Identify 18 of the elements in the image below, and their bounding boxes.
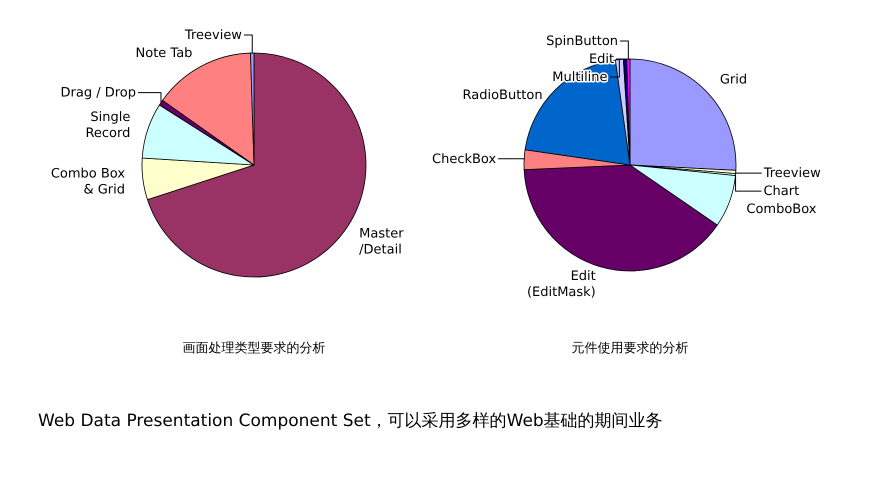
slice-label: ComboBox xyxy=(746,202,817,217)
slice-label: Chart xyxy=(763,184,800,199)
slice-label: Drag / Drop xyxy=(60,85,136,100)
slice-label: Edit xyxy=(588,52,614,67)
slice-label: Treeview xyxy=(184,28,242,43)
text: 元件使用要求的分析 xyxy=(572,341,688,356)
slice-label: Combo Box & Grid xyxy=(50,166,126,197)
slice-label: Treeview xyxy=(762,166,822,181)
slice-label: Note Tab xyxy=(136,46,192,61)
slice-label: Grid xyxy=(720,72,748,88)
slice-label: Master /Detail xyxy=(359,226,404,257)
slice-label: Edit (EditMask) xyxy=(526,268,596,300)
text: Web Data Presentation Component Set，可以采用多样的Web基础的期间业务 xyxy=(38,411,663,431)
slice-label: RadioButton xyxy=(462,88,543,103)
slice-label: SpinButton xyxy=(546,34,618,49)
text: 画面处理类型要求的分析 xyxy=(182,341,326,356)
slice-label: Single Record xyxy=(85,109,130,140)
slice-label: CheckBox xyxy=(432,151,496,166)
